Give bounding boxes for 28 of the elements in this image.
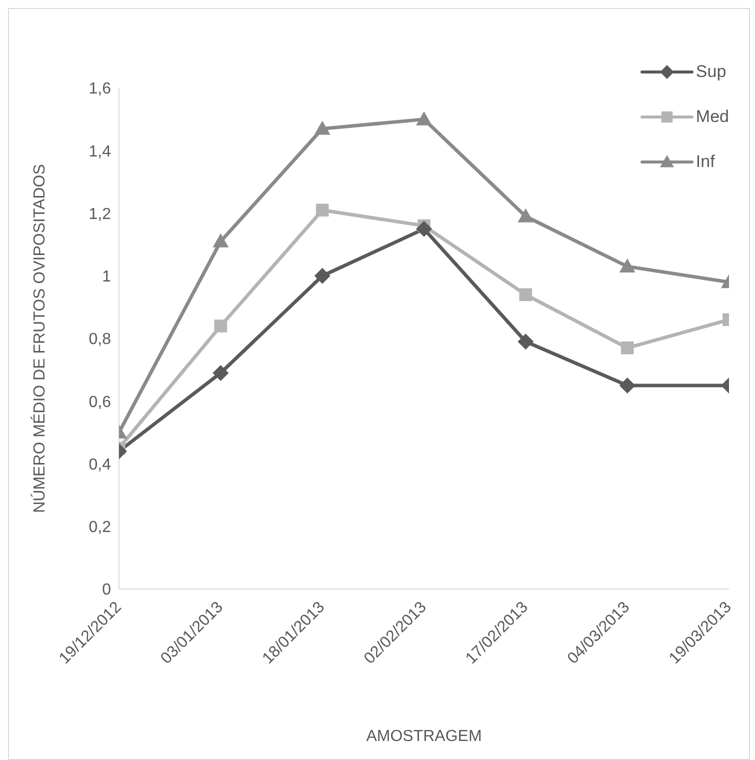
point: [619, 258, 636, 272]
legend-label: Sup: [696, 62, 726, 82]
y-tick-label: 0,8: [88, 331, 112, 348]
point: [619, 377, 636, 394]
point: [314, 120, 330, 135]
y-tick-label: 0,4: [88, 456, 112, 474]
point: [416, 111, 432, 126]
y-tick-label: 0: [102, 582, 112, 599]
point: [316, 204, 329, 217]
y-tick-label: 0,2: [88, 519, 112, 536]
legend-label: Inf: [696, 152, 715, 172]
y-tick-label: 1,6: [88, 80, 112, 98]
point: [214, 320, 228, 332]
y-axis-title: NÚMERO MÉDIO DE FRUTOS OVIPOSITADOS: [30, 164, 49, 513]
legend-label: Med: [696, 106, 729, 126]
point: [519, 288, 532, 302]
y-tick-label: 1,2: [88, 206, 112, 223]
x-axis-title: AMOSTRAGEM: [366, 728, 482, 745]
y-tick-label: 0,6: [88, 394, 112, 411]
y-tick-label: 1,4: [88, 143, 112, 160]
point: [212, 233, 229, 248]
point: [416, 220, 432, 237]
point: [518, 208, 534, 222]
point: [314, 268, 330, 284]
point: [620, 341, 634, 354]
point: [518, 334, 534, 350]
point: [212, 364, 229, 381]
y-tick-label: 1: [102, 268, 112, 286]
